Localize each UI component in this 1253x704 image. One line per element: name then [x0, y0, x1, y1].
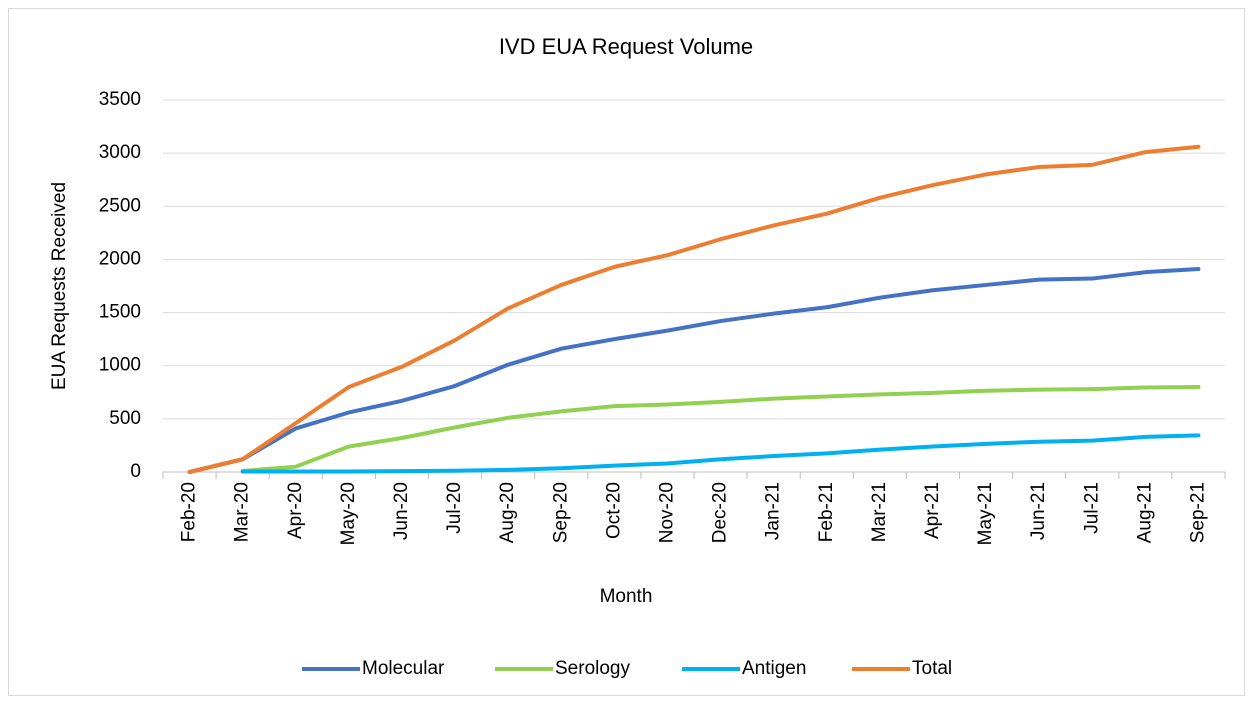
x-tick-label: Aug-21 — [1134, 482, 1155, 543]
chart-title: IVD EUA Request Volume — [499, 34, 753, 59]
chart-border — [8, 8, 1245, 696]
x-tick-label: Oct-20 — [603, 482, 624, 539]
x-tick-label: Jun-20 — [391, 482, 412, 540]
x-tick-label: Mar-21 — [869, 482, 890, 542]
x-tick-label: Sep-21 — [1187, 482, 1208, 543]
series-line — [240, 433, 1201, 474]
x-tick-label: Feb-20 — [179, 482, 200, 542]
y-tick-label: 2500 — [99, 195, 141, 216]
x-tick-label: Jun-21 — [1028, 482, 1049, 540]
x-tick-label: Nov-20 — [656, 482, 677, 543]
x-tick-label: Sep-20 — [550, 482, 571, 543]
x-tick-label: Feb-21 — [816, 482, 837, 542]
y-tick-label: 0 — [130, 461, 141, 482]
x-tick-label: Jan-21 — [763, 482, 784, 540]
series-line — [240, 384, 1201, 473]
y-tick-label: 3000 — [99, 142, 141, 163]
y-tick-label: 2000 — [99, 248, 141, 269]
x-tick-label: Apr-20 — [285, 482, 306, 539]
legend-label: Serology — [555, 658, 630, 679]
x-axis-label: Month — [600, 586, 653, 607]
x-tick-label: Mar-20 — [232, 482, 253, 542]
x-tick-label: May-20 — [338, 482, 359, 545]
x-tick-label: Apr-21 — [922, 482, 943, 539]
series-line — [187, 144, 1201, 474]
legend-label: Antigen — [742, 658, 806, 679]
y-tick-label: 500 — [109, 408, 141, 429]
x-tick-label: Jul-21 — [1081, 482, 1102, 534]
series-line — [187, 266, 1201, 474]
x-tick-label: Aug-20 — [497, 482, 518, 543]
x-tick-label: Jul-20 — [444, 482, 465, 534]
y-tick-label: 1000 — [99, 355, 141, 376]
x-tick-label: Dec-20 — [710, 482, 731, 543]
x-tick-label: May-21 — [975, 482, 996, 545]
y-tick-label: 1500 — [99, 302, 141, 323]
y-axis-label: EUA Requests Received — [49, 182, 70, 390]
legend-label: Molecular — [362, 658, 445, 679]
legend-label: Total — [912, 658, 952, 679]
y-tick-label: 3500 — [99, 89, 141, 110]
